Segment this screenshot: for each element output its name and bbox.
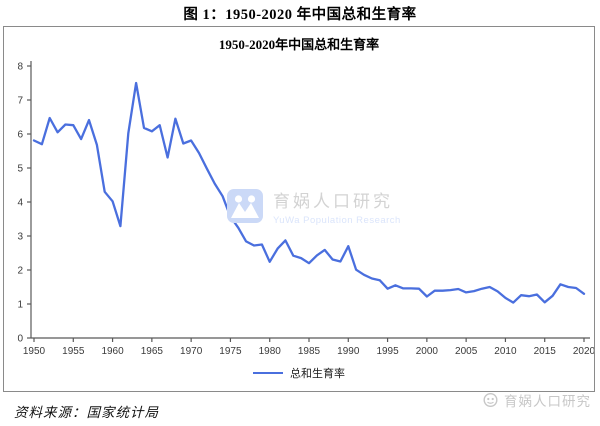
y-tick-label: 6 — [17, 130, 23, 141]
y-tick-label: 7 — [17, 96, 23, 107]
chart-title: 1950-2020年中国总和生育率 — [218, 37, 380, 52]
x-tick-label: 2010 — [494, 346, 517, 357]
x-tick-label: 1960 — [101, 346, 124, 357]
brand-name: 育娲人口研究 — [504, 394, 591, 409]
x-tick-label: 1955 — [62, 346, 85, 357]
chart-panel: 0 1 2 3 4 5 6 7 8 1950 1955 1960 1965 1970 1975 1980 198… — [3, 26, 595, 392]
legend: 总和生育率 — [4, 365, 594, 381]
y-tick-label: 0 — [17, 334, 23, 345]
fertility-rate-line — [32, 81, 586, 304]
brand-footer: 育娲人口研究 — [482, 390, 591, 410]
x-tick-label: 1950 — [23, 346, 46, 357]
x-tick-label: 1990 — [337, 346, 360, 357]
y-tick-label: 5 — [17, 164, 23, 175]
x-tick-label: 2005 — [455, 346, 478, 357]
source-note: 资料来源：国家统计局 — [14, 405, 159, 420]
legend-label: 总和生育率 — [290, 368, 345, 380]
y-tick-label: 2 — [17, 266, 23, 277]
x-tick-label: 1985 — [298, 346, 321, 357]
x-tick-label: 1970 — [180, 346, 203, 357]
y-tick-label: 4 — [17, 198, 23, 209]
x-tick-label: 1995 — [376, 346, 399, 357]
legend-line-sample — [253, 372, 283, 374]
y-tick-label: 3 — [17, 232, 23, 243]
x-tick-label: 2015 — [534, 346, 557, 357]
x-tick-label: 2020 — [573, 346, 594, 357]
figure-title: 图 1：1950-2020 年中国总和生育率 — [183, 7, 417, 23]
x-tick-label: 1965 — [141, 346, 164, 357]
x-tick-label: 1980 — [259, 346, 282, 357]
x-tick-label: 2000 — [416, 346, 439, 357]
y-tick-label: 1 — [17, 300, 23, 311]
plot: 0 1 2 3 4 5 6 7 8 1950 1955 1960 1965 1970 1975 1980 198… — [17, 61, 594, 357]
y-tick-label: 8 — [17, 62, 23, 73]
yuwa-brand-icon — [483, 392, 498, 407]
x-tick-label: 1975 — [219, 346, 242, 357]
